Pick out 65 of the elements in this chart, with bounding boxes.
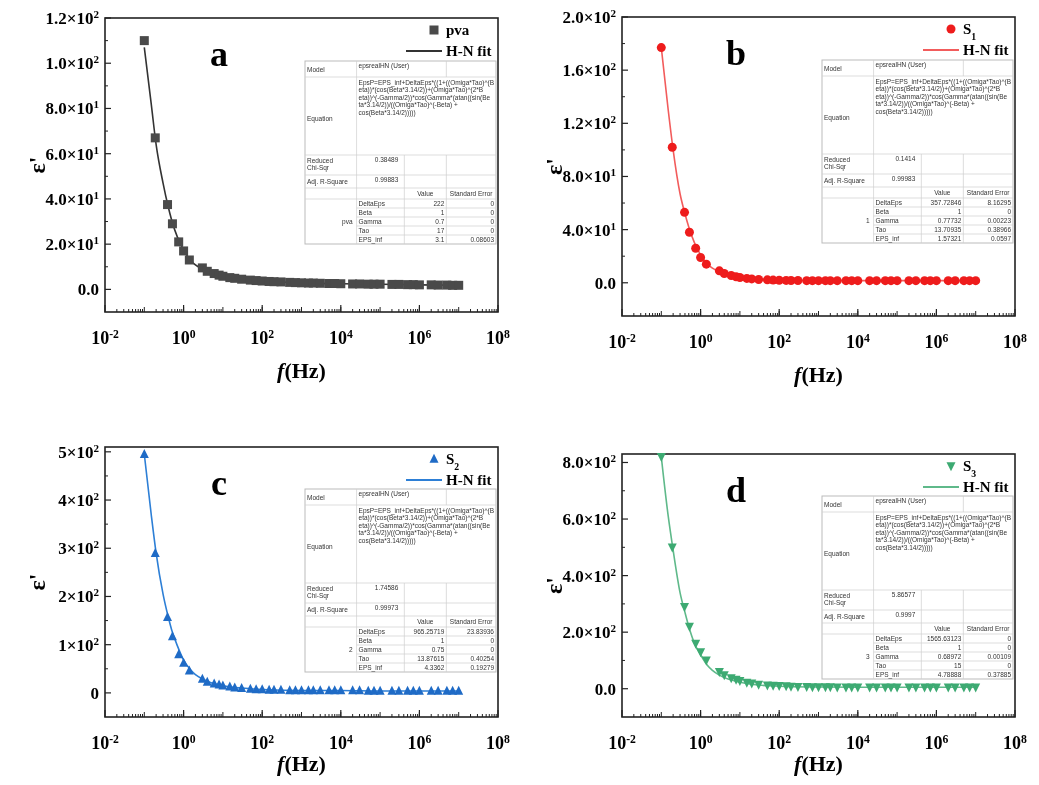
x-tick-label: 10$^{0}$ — [688, 331, 713, 352]
x-axis-title: f(Hz) — [277, 358, 326, 383]
annotation: b — [725, 33, 746, 73]
x-tick-label: 10$^{4}$ — [845, 732, 870, 753]
y-tick-label: 4.0×10$^{1}$ — [45, 188, 99, 209]
y-tick-label: 0.0 — [77, 280, 99, 300]
x-tick-label: 10$^{6}$ — [924, 732, 949, 753]
y-tick-label: 1.0×10$^{2}$ — [45, 53, 100, 74]
legend-label: S$_{1}$ — [963, 21, 977, 42]
x-tick-label: 10$^{6}$ — [407, 732, 432, 753]
y-tick-label: 4.0×10$^{1}$ — [562, 219, 616, 240]
annotation: d — [725, 470, 746, 510]
x-tick-label: 10$^{-2}$ — [608, 331, 637, 352]
y-tick-label: 6.0×10$^{1}$ — [45, 143, 99, 164]
y-tick-label: 4×10$^{2}$ — [58, 490, 100, 511]
legend-label: H-N fit — [963, 479, 1009, 495]
legend-label: H-N fit — [963, 42, 1009, 58]
y-tick-label: 2×10$^{2}$ — [58, 586, 100, 607]
x-tick-label: 10$^{0}$ — [171, 732, 196, 753]
x-tick-label: 10$^{-2}$ — [91, 732, 120, 753]
x-tick-label: 10$^{4}$ — [845, 331, 870, 352]
x-tick-label: 10$^{6}$ — [924, 331, 949, 352]
x-tick-label: 10$^{0}$ — [688, 732, 713, 753]
x-tick-label: 10$^{8}$ — [486, 732, 511, 753]
legend-label: H-N fit — [446, 472, 492, 488]
x-tick-label: 10$^{0}$ — [171, 327, 196, 348]
y-tick-label: 1.6×10$^{2}$ — [562, 60, 617, 81]
y-tick-label: 2.0×10$^{2}$ — [562, 622, 617, 643]
x-tick-label: 10$^{8}$ — [486, 327, 511, 348]
y-tick-label: 2.0×10$^{2}$ — [562, 7, 617, 27]
legend-label: pva — [446, 22, 470, 38]
y-axis-title: ε' — [24, 573, 50, 591]
y-tick-label: 3×10$^{2}$ — [58, 538, 100, 559]
annotation: c — [210, 463, 227, 503]
x-tick-label: 10$^{2}$ — [250, 327, 275, 348]
legend-label: S$_{2}$ — [446, 451, 460, 472]
y-tick-label: 6.0×10$^{2}$ — [562, 509, 617, 530]
y-tick-label: 1×10$^{2}$ — [58, 634, 100, 655]
y-tick-label: 1.2×10$^{2}$ — [562, 113, 617, 134]
x-tick-label: 10$^{8}$ — [1003, 331, 1028, 352]
x-tick-label: 10$^{2}$ — [250, 732, 275, 753]
x-tick-label: 10$^{2}$ — [767, 331, 792, 352]
y-tick-label: 0.0 — [594, 273, 616, 293]
x-tick-label: 10$^{4}$ — [328, 327, 353, 348]
x-tick-label: 10$^{6}$ — [407, 327, 432, 348]
x-axis-title: f(Hz) — [277, 751, 326, 776]
y-tick-label: 2.0×10$^{1}$ — [45, 234, 99, 255]
y-tick-label: 1.2×10$^{2}$ — [45, 8, 100, 28]
x-tick-label: 10$^{8}$ — [1003, 732, 1028, 753]
y-tick-label: 4.0×10$^{2}$ — [562, 565, 617, 586]
y-tick-label: 8.0×10$^{1}$ — [45, 98, 99, 119]
y-tick-label: 8.0×10$^{1}$ — [562, 166, 616, 187]
legend-label: H-N fit — [446, 43, 492, 59]
y-tick-label: 0 — [90, 683, 99, 703]
legend-label: S$_{3}$ — [963, 458, 977, 479]
x-tick-label: 10$^{-2}$ — [608, 732, 637, 753]
x-tick-label: 10$^{4}$ — [328, 732, 353, 753]
y-tick-label: 8.0×10$^{2}$ — [562, 452, 617, 473]
y-tick-label: 5×10$^{2}$ — [58, 441, 100, 462]
x-axis-title: f(Hz) — [794, 751, 843, 776]
x-tick-label: 10$^{-2}$ — [91, 327, 120, 348]
x-axis-title: f(Hz) — [794, 362, 843, 387]
x-tick-label: 10$^{2}$ — [767, 732, 792, 753]
annotation: a — [209, 34, 228, 74]
y-tick-label: 0.0 — [594, 679, 616, 699]
